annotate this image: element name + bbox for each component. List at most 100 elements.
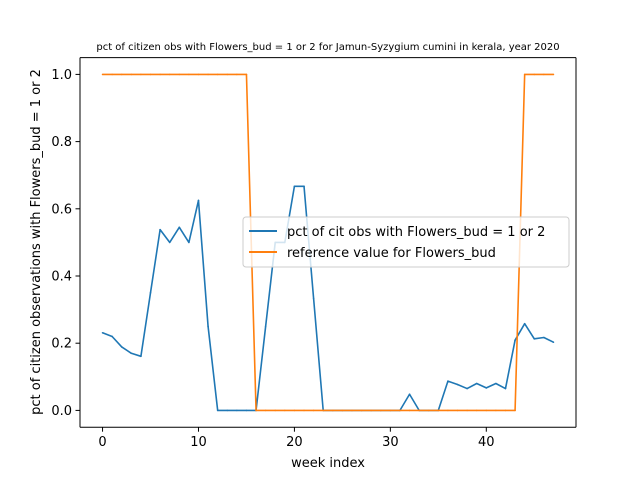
data-point-s1-8 <box>178 73 181 76</box>
data-point-s0-38 <box>466 387 468 390</box>
data-point-s0-0 <box>101 331 104 334</box>
y-tick-label-5: 1.0 <box>51 68 72 83</box>
data-point-s0-14 <box>236 409 238 412</box>
data-point-s1-24 <box>332 409 334 412</box>
data-point-s1-4 <box>140 73 142 76</box>
data-point-s1-30 <box>389 409 392 412</box>
axes-frame <box>79 57 577 428</box>
data-point-s1-27 <box>360 409 363 412</box>
data-point-s1-47 <box>552 73 555 76</box>
y-tick-label-1: 0.2 <box>51 337 72 352</box>
data-point-s1-18 <box>274 409 277 412</box>
data-point-s1-13 <box>226 73 229 76</box>
data-point-s1-43 <box>514 409 516 412</box>
data-point-s1-45 <box>533 73 536 76</box>
data-point-s0-21 <box>303 185 305 188</box>
x-axis-ticks: 0 10 20 30 40 <box>98 427 495 450</box>
data-point-s0-44 <box>523 322 526 325</box>
data-point-s1-25 <box>341 409 344 412</box>
data-point-s1-3 <box>130 73 133 76</box>
data-point-s0-36 <box>447 380 449 382</box>
data-point-s0-37 <box>456 383 459 386</box>
data-point-s0-15 <box>245 409 248 412</box>
data-point-s1-44 <box>523 73 526 76</box>
data-point-s0-12 <box>216 409 219 412</box>
data-point-s0-3 <box>130 352 133 355</box>
data-point-s0-13 <box>226 409 229 412</box>
data-point-s1-29 <box>379 409 382 412</box>
data-point-s0-41 <box>495 382 497 385</box>
data-point-s0-9 <box>188 241 190 244</box>
series-layer <box>101 73 555 412</box>
data-point-s0-22 <box>312 297 315 300</box>
data-point-s1-10 <box>197 73 200 76</box>
series-line-1 <box>102 73 554 412</box>
data-point-s0-43 <box>514 339 516 341</box>
chart-title: pct of citizen obs with Flowers_bud = 1 … <box>96 42 559 53</box>
data-point-s1-5 <box>149 73 152 76</box>
legend: pct of cit obs with Flowers_bud = 1 or 2… <box>242 216 570 268</box>
data-point-s1-21 <box>303 409 305 412</box>
data-point-s1-11 <box>207 73 209 76</box>
data-point-s1-39 <box>475 409 478 412</box>
data-point-s1-37 <box>456 409 459 412</box>
data-point-s1-22 <box>312 409 315 412</box>
data-point-s1-26 <box>351 409 353 412</box>
y-axis-label: pct of citizen observations with Flowers… <box>29 69 44 415</box>
data-point-s0-5 <box>149 292 152 294</box>
y-tick-label-2: 0.4 <box>51 270 72 285</box>
data-point-s1-46 <box>543 73 545 76</box>
y-tick-label-3: 0.6 <box>51 202 72 217</box>
legend-box <box>242 216 570 268</box>
data-point-s0-40 <box>485 387 488 389</box>
data-point-s1-14 <box>236 73 238 76</box>
data-point-s1-42 <box>504 409 507 412</box>
data-point-s1-28 <box>370 409 372 412</box>
data-point-s1-38 <box>466 409 468 412</box>
x-tick-label-1: 10 <box>190 435 207 450</box>
data-point-s0-46 <box>543 336 545 339</box>
data-point-s1-32 <box>408 409 411 412</box>
data-point-s1-40 <box>485 409 488 412</box>
data-point-s1-15 <box>245 73 248 76</box>
data-point-s0-7 <box>168 241 171 244</box>
data-point-s1-16 <box>255 409 257 412</box>
data-point-s1-7 <box>168 73 171 76</box>
data-point-s1-41 <box>495 409 497 412</box>
data-point-s0-47 <box>552 341 555 343</box>
data-point-s1-36 <box>447 409 449 412</box>
data-point-s0-45 <box>533 338 536 340</box>
x-tick-label-2: 20 <box>286 435 303 450</box>
x-axis-label: week index <box>291 456 365 471</box>
x-tick-label-4: 40 <box>478 435 495 450</box>
data-point-s1-23 <box>322 409 325 412</box>
y-axis-ticks: 0.0 0.2 0.4 0.6 0.8 1.0 <box>51 68 80 419</box>
x-tick-label-3: 30 <box>382 435 399 450</box>
data-point-s0-20 <box>293 185 296 188</box>
y-tick-label-0: 0.0 <box>51 404 72 419</box>
data-point-s1-0 <box>101 73 104 76</box>
legend-label-flowers-bud-pct: pct of cit obs with Flowers_bud = 1 or 2 <box>287 225 545 240</box>
x-tick-label-0: 0 <box>98 435 106 450</box>
y-tick-label-4: 0.8 <box>51 135 72 150</box>
data-point-s1-33 <box>418 409 420 412</box>
data-point-s0-32 <box>408 393 411 396</box>
data-point-s1-35 <box>437 409 440 412</box>
data-point-s0-6 <box>159 228 161 231</box>
data-point-s0-17 <box>264 325 267 328</box>
data-point-s1-20 <box>293 409 296 412</box>
data-point-s0-42 <box>504 387 507 390</box>
data-point-s1-2 <box>120 73 123 76</box>
data-point-s0-39 <box>475 382 478 385</box>
data-point-s1-19 <box>284 409 286 412</box>
data-point-s1-6 <box>159 73 161 76</box>
data-point-s1-1 <box>111 73 113 76</box>
legend-label-reference-value: reference value for Flowers_bud <box>287 246 496 261</box>
data-point-s1-9 <box>188 73 190 76</box>
data-point-s0-1 <box>111 335 113 338</box>
data-point-s0-10 <box>197 199 200 202</box>
data-point-s1-31 <box>399 409 401 412</box>
data-point-s0-8 <box>178 226 181 229</box>
data-point-s1-12 <box>216 73 219 76</box>
